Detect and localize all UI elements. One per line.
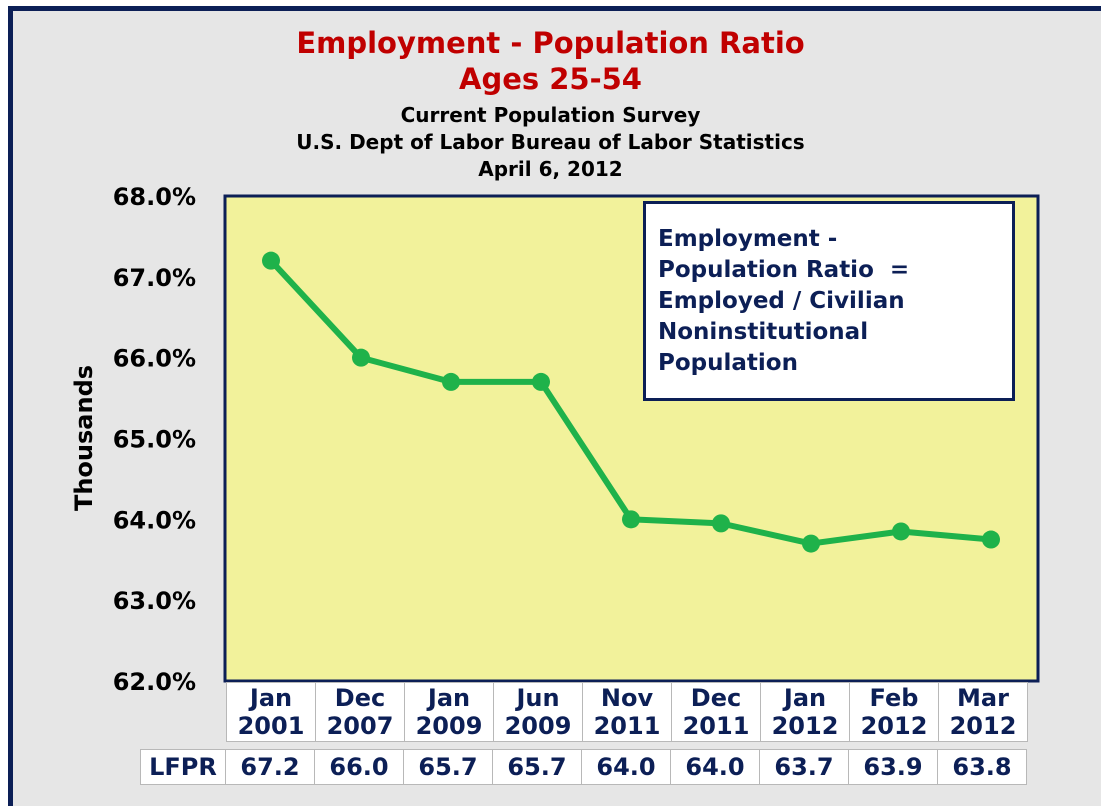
lfpr-value-7: 63.9 [848,749,938,785]
definition-line-1: Employment - [658,226,838,252]
category-year: 2009 [504,712,572,740]
definition-line-3: Employed / Civilian [658,288,905,314]
category-cell-2: Jan 2009 [404,682,494,742]
category-year: 2011 [593,712,661,740]
category-year: 2007 [326,712,394,740]
category-month: Dec [690,684,742,712]
y-tick-label: 66.0% [113,345,196,373]
category-month: Nov [600,684,654,712]
category-year: 2012 [771,712,839,740]
definition-line-5: Population [658,350,798,376]
category-year: 2001 [237,712,305,740]
category-cell-1: Dec 2007 [315,682,405,742]
lfpr-value-6: 63.7 [759,749,849,785]
category-cell-5: Dec 2011 [671,682,761,742]
data-point-0 [262,251,280,270]
y-tick-label: 67.0% [113,264,196,292]
chart-title: Employment - Population Ratio [296,26,805,60]
y-tick-label: 64.0% [113,506,196,534]
data-point-1 [352,348,370,367]
data-point-5 [712,514,730,533]
y-tick-label: 68.0% [113,183,196,211]
category-row: Jan 2001 Dec 2007 Jan 2009 Jun 2009 Nov 2011 Dec 20… [226,682,1028,742]
lfpr-table: LFPR 67.2 66.0 65.7 65.7 64.0 64.0 63.7 63.9 63.… [140,749,1027,785]
subtitle-date: April 6, 2012 [478,157,623,181]
data-point-8 [982,530,1000,549]
subtitle-agency: U.S. Dept of Labor Bureau of Labor Stati… [296,130,805,154]
data-point-2 [442,372,460,391]
category-month: Dec [334,684,386,712]
category-month: Jan [427,684,471,712]
data-point-4 [622,510,640,529]
category-cell-3: Jun 2009 [493,682,583,742]
category-year: 2012 [949,712,1017,740]
definition-line-2: Population Ratio = [658,257,910,283]
category-cell-4: Nov 2011 [582,682,672,742]
data-point-3 [532,372,550,391]
lfpr-value-0: 67.2 [225,749,315,785]
category-year: 2009 [415,712,483,740]
category-month: Jun [516,684,560,712]
lfpr-value-8: 63.8 [937,749,1027,785]
series-points [262,251,1000,553]
lfpr-value-5: 64.0 [670,749,760,785]
y-axis-ticks: 62.0% 63.0% 64.0% 65.0% 66.0% 67.0% 68.0% [113,183,196,696]
category-month: Jan [249,684,293,712]
lfpr-row: LFPR 67.2 66.0 65.7 65.7 64.0 64.0 63.7 63.9 63.… [140,749,1027,785]
category-table: Jan 2001 Dec 2007 Jan 2009 Jun 2009 Nov 2011 Dec 20… [226,682,1028,742]
category-cell-7: Feb 2012 [849,682,939,742]
category-cell-8: Mar 2012 [938,682,1028,742]
y-tick-label: 62.0% [113,668,196,696]
lfpr-value-1: 66.0 [314,749,404,785]
lfpr-value-3: 65.7 [492,749,582,785]
subtitle-survey: Current Population Survey [400,103,701,127]
data-point-6 [802,534,820,553]
category-month: Jan [783,684,827,712]
y-tick-label: 65.0% [113,426,196,454]
data-point-7 [892,522,910,541]
definition-box: Employment - Population Ratio = Employed… [643,201,1015,401]
lfpr-row-label: LFPR [140,749,226,785]
category-cell-6: Jan 2012 [760,682,850,742]
chart-title-line2: Ages 25-54 [459,62,642,96]
lfpr-value-2: 65.7 [403,749,493,785]
definition-line-4: Noninstitutional [658,319,869,345]
category-month: Feb [869,684,919,712]
category-month: Mar [957,684,1009,712]
y-tick-label: 63.0% [113,587,196,615]
lfpr-value-4: 64.0 [581,749,671,785]
category-year: 2012 [860,712,928,740]
category-cell-0: Jan 2001 [226,682,316,742]
y-axis-label: Thousands [70,365,98,511]
category-year: 2011 [682,712,750,740]
